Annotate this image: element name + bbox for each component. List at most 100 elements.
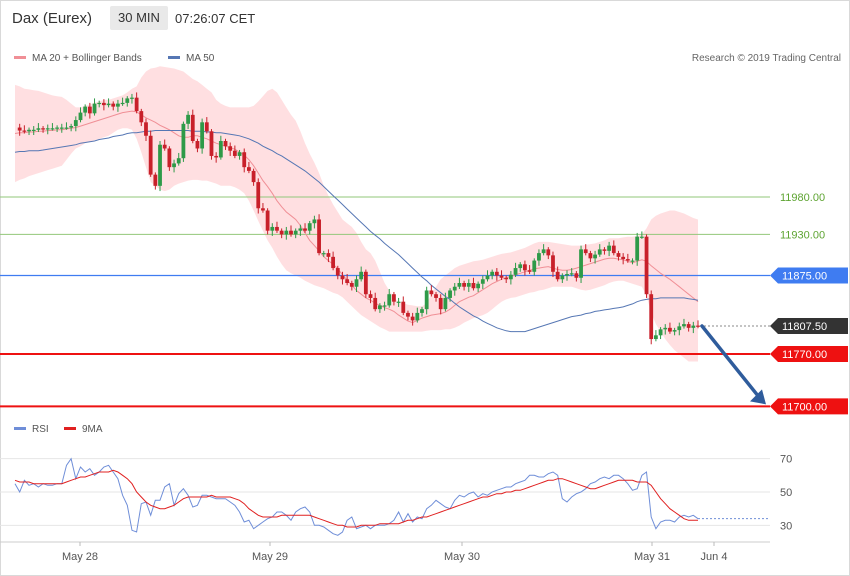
candle — [326, 249, 331, 263]
candle — [406, 310, 410, 321]
candle — [97, 100, 102, 108]
candle — [101, 99, 106, 111]
candle — [555, 266, 560, 282]
candle — [565, 270, 569, 281]
rsi-legend-label: RSI — [32, 424, 49, 435]
candle — [321, 250, 326, 257]
candle — [41, 126, 45, 133]
rsi-tick-label-70: 70 — [780, 454, 792, 466]
candle — [228, 142, 233, 156]
chart-header: Dax (Eurex) 30 MIN 07:26:07 CET — [0, 0, 850, 38]
candle — [36, 123, 41, 133]
candle — [434, 291, 438, 302]
candle — [78, 107, 83, 123]
level-badges: 11980.00 11930.00 11875.00 11807.50 11770.00… — [770, 192, 848, 415]
candle — [368, 290, 373, 304]
rsi-legend-swatch — [14, 427, 26, 430]
candle — [195, 138, 200, 153]
bollinger-band — [15, 66, 698, 362]
rsi-legend: RSI 9MA — [14, 424, 103, 435]
candle — [331, 251, 336, 271]
candle — [392, 291, 396, 306]
timeframe-badge[interactable]: 30 MIN — [110, 6, 168, 30]
candle — [293, 228, 298, 239]
candle — [69, 123, 74, 132]
level-badge-label-11875.00: 11875.00 — [782, 271, 827, 283]
candle — [73, 116, 78, 132]
candle — [251, 168, 256, 186]
candle — [663, 324, 668, 335]
candle — [471, 277, 476, 291]
candle — [153, 172, 158, 190]
candle — [186, 111, 190, 130]
rsi-line — [14, 457, 699, 536]
candle — [490, 269, 495, 280]
candle — [134, 92, 139, 114]
candle — [672, 327, 677, 336]
candle — [190, 109, 195, 144]
candle — [696, 320, 700, 329]
candle — [691, 321, 696, 334]
timestamp: 07:26:07 CET — [175, 11, 256, 26]
rsi-ma-legend-swatch — [64, 427, 76, 430]
x-tick-label-4: Jun 4 — [701, 551, 728, 563]
candle — [616, 250, 621, 261]
candle — [312, 215, 317, 229]
level-badge-11770.00 — [770, 346, 848, 362]
candle — [607, 241, 612, 257]
candle — [527, 265, 532, 275]
candle — [130, 93, 134, 104]
candle — [452, 283, 457, 296]
candle — [462, 280, 466, 291]
x-tick-label-2: May 30 — [444, 551, 480, 563]
candle — [116, 99, 120, 112]
instrument-title: Dax (Eurex) — [12, 10, 93, 27]
candle — [677, 322, 682, 336]
candle — [359, 266, 364, 282]
candle — [50, 123, 55, 131]
candle — [200, 118, 205, 154]
candle — [335, 265, 340, 280]
candle — [307, 220, 312, 235]
level-badge-11875.00 — [770, 267, 848, 284]
candle — [424, 286, 429, 315]
candle — [625, 253, 630, 263]
candle — [420, 306, 424, 317]
candle — [373, 292, 378, 312]
key-levels — [0, 196, 770, 408]
rsi-panel: 30 50 70 — [0, 454, 792, 543]
candle — [139, 108, 144, 127]
candle — [621, 253, 626, 265]
candle — [345, 274, 350, 286]
candle — [22, 125, 27, 134]
candle — [513, 262, 518, 278]
candle — [218, 135, 223, 160]
candle — [639, 231, 644, 239]
candle — [354, 275, 359, 292]
candle — [275, 221, 279, 233]
candle — [630, 258, 635, 265]
candle — [242, 148, 247, 173]
candle — [270, 223, 275, 236]
candle — [144, 118, 148, 141]
ma20-legend-label: MA 20 + Bollinger Bands — [32, 53, 142, 64]
rsi-ma-legend-label: 9MA — [82, 424, 103, 435]
candle — [429, 285, 434, 297]
candle — [508, 271, 513, 285]
candle — [499, 270, 504, 281]
candle — [303, 223, 307, 233]
candle — [649, 290, 654, 345]
candle — [55, 125, 60, 133]
candle — [317, 214, 321, 256]
candle — [635, 232, 640, 266]
candle — [92, 98, 97, 116]
candle — [298, 224, 303, 236]
candle — [204, 117, 209, 134]
candle — [682, 318, 686, 329]
candle — [148, 130, 153, 177]
forecast-arrow-head — [750, 389, 766, 405]
ma50-legend-label: MA 50 — [186, 53, 215, 64]
level-label-11980.00: 11980.00 — [780, 192, 825, 204]
level-label-11930.00: 11930.00 — [780, 229, 825, 241]
candle — [560, 273, 565, 283]
